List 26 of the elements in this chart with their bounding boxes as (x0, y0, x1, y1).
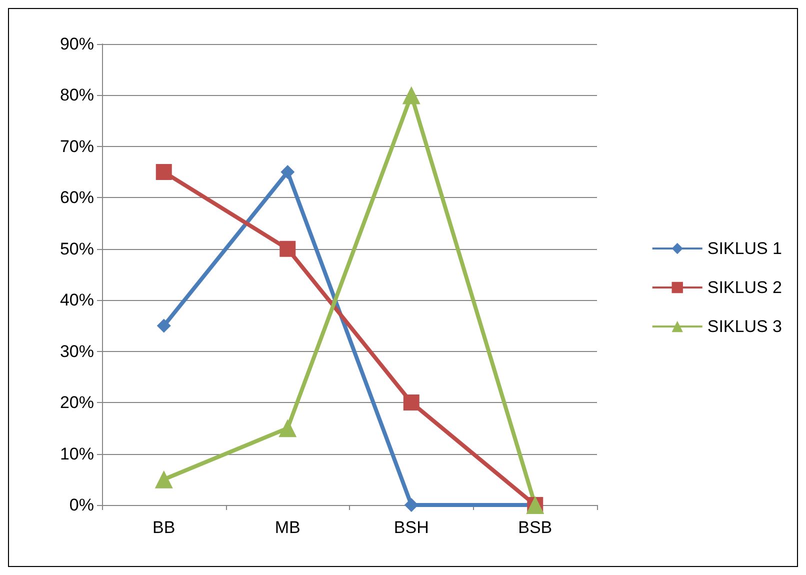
point (278, 419, 297, 438)
legend-label: SIKLUS 2 (707, 278, 782, 297)
y-tick-label: 10% (60, 444, 94, 464)
y-tick-label: 70% (60, 136, 94, 156)
y-tick-label: 30% (60, 342, 94, 361)
legend-label: SIKLUS 3 (707, 317, 782, 336)
point (156, 318, 171, 333)
x-tick-label: BSB (518, 518, 552, 537)
x-tick-label: MB (274, 518, 300, 537)
point (280, 165, 295, 180)
point (280, 240, 296, 257)
legend-label: SIKLUS 1 (707, 239, 782, 258)
y-tick-label: 90% (60, 34, 94, 54)
point (154, 470, 173, 488)
point (402, 86, 420, 104)
point (404, 498, 418, 512)
x-tick-label: BSH (394, 518, 429, 537)
y-tick-label: 60% (60, 188, 94, 208)
y-tick-label: 20% (60, 393, 94, 412)
y-tick-label: 0% (69, 496, 94, 514)
point (403, 394, 420, 411)
point (156, 164, 172, 180)
y-tick-label: 40% (60, 290, 94, 310)
x-tick-label: BB (152, 518, 176, 537)
y-tick-label: 80% (60, 86, 94, 105)
y-tick-label: 50% (60, 239, 94, 258)
